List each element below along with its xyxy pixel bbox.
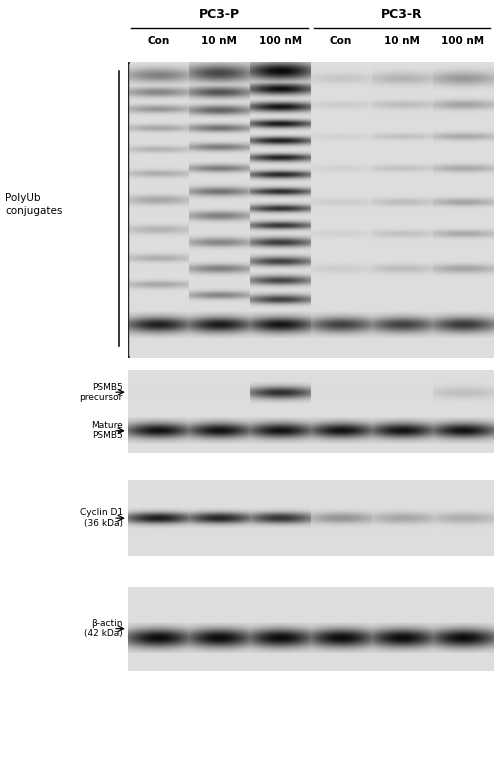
Text: Con: Con — [147, 36, 169, 46]
Text: Con: Con — [330, 36, 352, 46]
Text: Cyclin D1
(36 kDa): Cyclin D1 (36 kDa) — [80, 508, 123, 528]
Text: β-actin
(42 kDa): β-actin (42 kDa) — [84, 619, 123, 639]
Text: 100 nM: 100 nM — [441, 36, 484, 46]
Text: PC3-R: PC3-R — [381, 8, 423, 21]
Text: PolyUb
conjugates: PolyUb conjugates — [5, 193, 63, 216]
Text: 100 nM: 100 nM — [259, 36, 302, 46]
Text: 10 nM: 10 nM — [384, 36, 420, 46]
Text: Mature
PSMB5: Mature PSMB5 — [91, 421, 123, 440]
Text: 10 nM: 10 nM — [201, 36, 237, 46]
Text: PSMB5
precursor: PSMB5 precursor — [80, 383, 123, 402]
Text: PC3-P: PC3-P — [198, 8, 240, 21]
